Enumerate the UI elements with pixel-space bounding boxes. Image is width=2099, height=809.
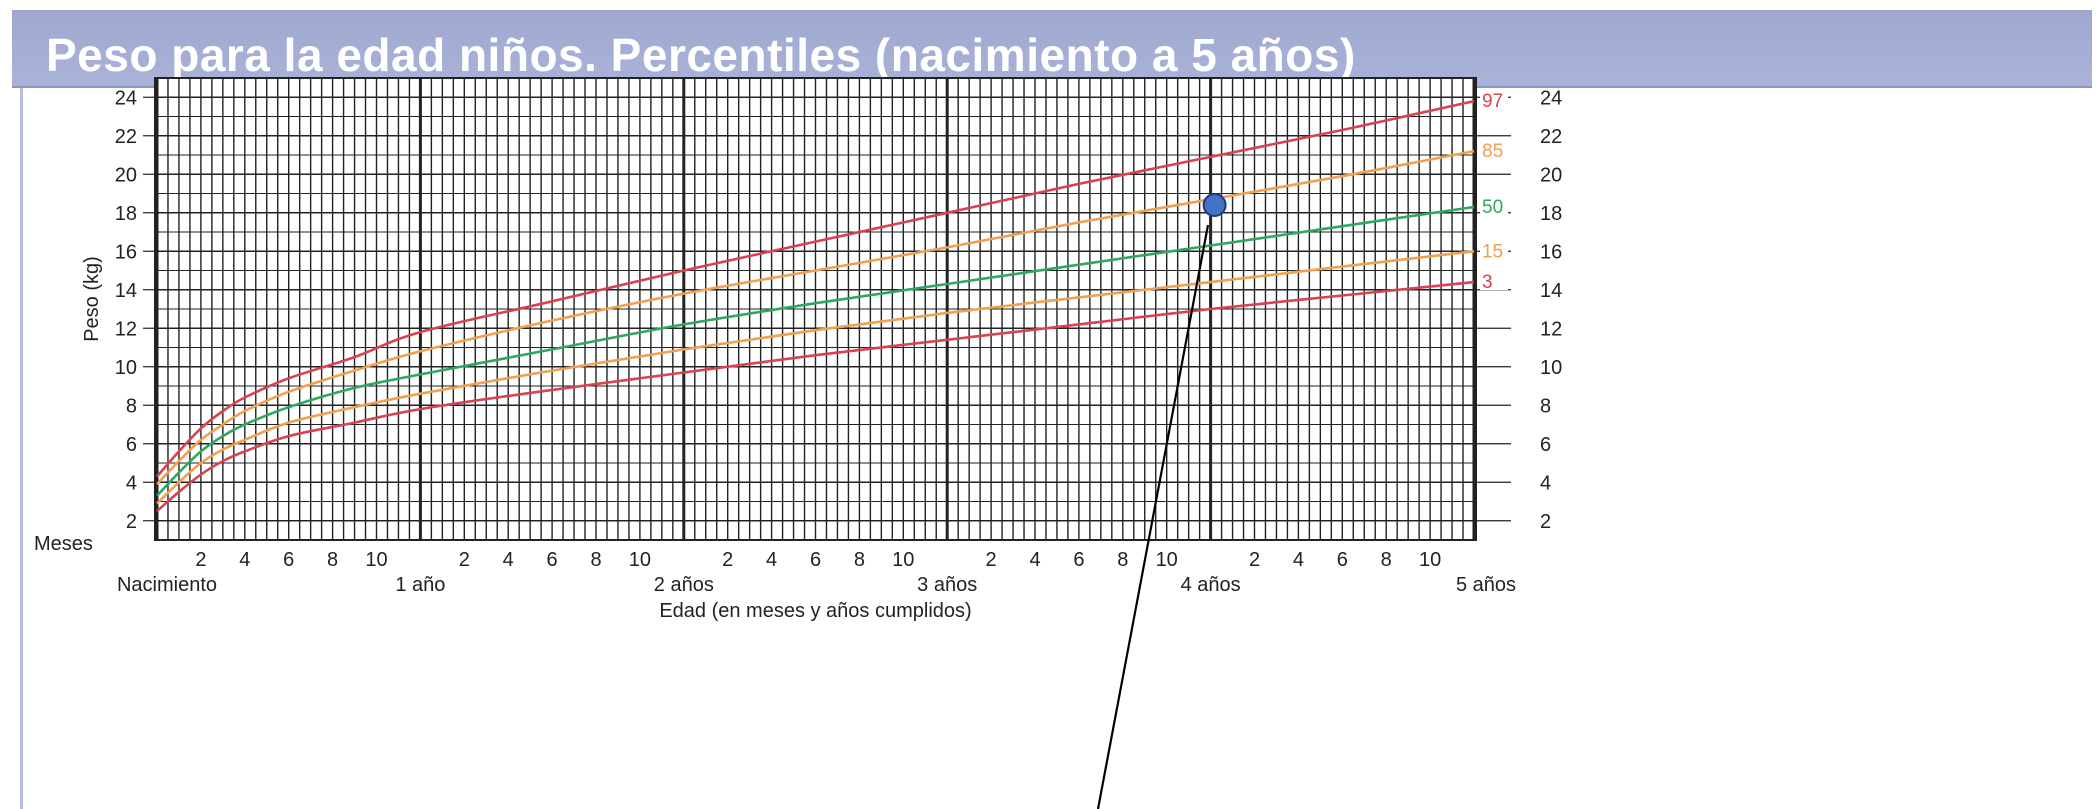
y-tick-label: 14 — [1540, 280, 1562, 302]
title-bar: Peso para la edad niños. Percentiles (na… — [12, 10, 2092, 88]
percentile-85-line — [156, 149, 1475, 486]
percentile-50-line — [156, 205, 1475, 497]
annotation-layer — [1096, 193, 1227, 809]
y-tick-label: 2 — [1540, 511, 1551, 533]
y-tick-label: 22 — [115, 126, 137, 148]
x-year-label: 4 años — [1181, 574, 1241, 596]
y-tick-label: 2 — [126, 511, 137, 533]
y-tick-label: 6 — [1540, 434, 1551, 456]
x-month-tick-label: 8 — [1117, 549, 1128, 571]
x-month-tick-label: 8 — [1381, 549, 1392, 571]
x-month-tick-label: 10 — [1419, 549, 1441, 571]
chart-title: Peso para la edad niños. Percentiles (na… — [46, 29, 1356, 81]
x-year-label: 2 años — [654, 574, 714, 596]
x-month-tick-label: 8 — [854, 549, 865, 571]
y-tick-label: 12 — [1540, 318, 1562, 340]
x-month-tick-label: 4 — [1029, 549, 1040, 571]
chart-grid — [143, 77, 1511, 541]
x-month-tick-label: 8 — [327, 549, 338, 571]
y-tick-label: 18 — [1540, 203, 1562, 225]
y-tick-label: 20 — [115, 164, 137, 186]
y-tick-label: 16 — [1540, 241, 1562, 263]
percentile-15-line — [156, 250, 1475, 505]
percentile-label-bg — [1480, 139, 1508, 160]
x-month-tick-label: 10 — [1156, 549, 1178, 571]
x-year-label: 5 años — [1456, 574, 1516, 596]
y-tick-label: 14 — [115, 280, 137, 302]
y-tick-label: 8 — [1540, 395, 1551, 417]
x-month-tick-label: 10 — [365, 549, 387, 571]
y-tick-label: 16 — [115, 241, 137, 263]
x-year-label: Nacimiento — [117, 574, 217, 596]
percentile-label-bg — [1480, 194, 1508, 215]
plot-frame — [154, 77, 1477, 541]
x-month-tick-label: 6 — [283, 549, 294, 571]
x-month-tick-label: 2 — [1249, 549, 1260, 571]
y-tick-label: 20 — [1540, 164, 1562, 186]
percentile-97-line — [156, 99, 1475, 478]
highlight-point — [1202, 193, 1227, 218]
x-month-tick-label: 4 — [1293, 549, 1304, 571]
x-month-tick-label: 4 — [766, 549, 777, 571]
x-month-tick-label: 6 — [547, 549, 558, 571]
x-axis-label: Edad (en meses y años cumplidos) — [659, 600, 971, 622]
x-axis-prefix: Meses — [34, 533, 93, 555]
x-month-tick-label: 4 — [503, 549, 514, 571]
x-month-tick-label: 6 — [1337, 549, 1348, 571]
y-tick-label: 6 — [126, 434, 137, 456]
percentile-50-label: 50 — [1482, 197, 1503, 218]
percentile-15-label: 15 — [1482, 241, 1503, 262]
x-month-tick-label: 2 — [722, 549, 733, 571]
y-tick-label: 4 — [1540, 472, 1551, 494]
y-tick-label: 12 — [115, 318, 137, 340]
y-tick-label: 18 — [115, 203, 137, 225]
percentile-label-bg — [1480, 270, 1508, 291]
x-year-label: 3 años — [917, 574, 977, 596]
x-year-label: 1 año — [395, 574, 445, 596]
percentile-label-bg — [1480, 239, 1508, 260]
x-month-tick-label: 4 — [239, 549, 250, 571]
x-month-tick-label: 6 — [1073, 549, 1084, 571]
percentile-label-bg — [1480, 89, 1508, 110]
x-month-tick-label: 10 — [629, 549, 651, 571]
percentile-97-label: 97 — [1482, 91, 1503, 112]
pointer-line — [1096, 224, 1210, 809]
x-month-tick-label: 2 — [459, 549, 470, 571]
y-tick-label: 24 — [1540, 87, 1562, 109]
percentile-3-label: 3 — [1482, 272, 1493, 293]
y-tick-label: 10 — [1540, 357, 1562, 379]
x-month-tick-label: 2 — [986, 549, 997, 571]
percentile-85-label: 85 — [1482, 141, 1503, 162]
x-month-tick-label: 10 — [892, 549, 914, 571]
x-month-tick-label: 6 — [810, 549, 821, 571]
y-tick-label: 24 — [115, 87, 137, 109]
x-month-tick-label: 2 — [195, 549, 206, 571]
y-tick-label: 22 — [1540, 126, 1562, 148]
y-tick-label: 10 — [115, 357, 137, 379]
x-month-tick-label: 8 — [590, 549, 601, 571]
y-tick-label: 8 — [126, 395, 137, 417]
y-axis-label: Peso (kg) — [81, 256, 103, 342]
y-tick-label: 4 — [126, 472, 137, 494]
